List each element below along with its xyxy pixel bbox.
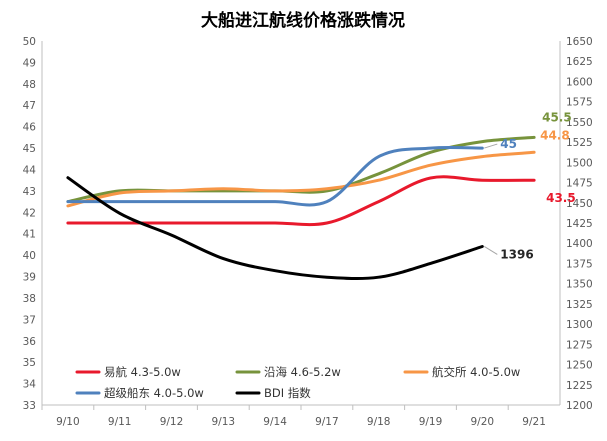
x-tick-label: 9/11 [108, 416, 132, 428]
x-tick-label: 9/19 [419, 416, 443, 428]
x-tick-label: 9/14 [263, 416, 287, 428]
y-right-tick-label: 1200 [566, 400, 593, 412]
x-tick-label: 9/10 [56, 416, 80, 428]
series-end-label-4: 1396 [500, 247, 533, 261]
series-end-label-2: 44.8 [540, 128, 570, 142]
y-right-tick-label: 1500 [566, 157, 593, 169]
x-tick-label: 9/12 [160, 416, 184, 428]
y-left-tick-label: 48 [23, 79, 36, 91]
x-tick-label: 9/17 [315, 416, 339, 428]
y-left-tick-label: 36 [23, 336, 37, 348]
y-right-tick-label: 1550 [566, 117, 593, 129]
y-right-tick-label: 1250 [566, 360, 593, 372]
x-tick-label: 9/20 [471, 416, 495, 428]
y-right-tick-label: 1325 [566, 299, 593, 311]
y-left-tick-label: 38 [23, 293, 36, 305]
y-right-tick-label: 1400 [566, 238, 593, 250]
legend-label-1: 沿海 4.6-5.2w [264, 365, 341, 379]
x-tick-label: 9/13 [212, 416, 236, 428]
y-left-tick-label: 33 [23, 400, 36, 412]
y-left-tick-label: 42 [23, 207, 36, 219]
y-left-tick-label: 50 [23, 36, 36, 48]
y-right-tick-label: 1600 [566, 76, 593, 88]
legend-label-0: 易航 4.3-5.0w [104, 365, 181, 379]
y-left-tick-label: 46 [23, 122, 37, 134]
y-left-tick-label: 41 [23, 229, 36, 241]
y-right-tick-label: 1475 [566, 178, 593, 190]
y-left-tick-label: 40 [23, 250, 36, 262]
x-tick-label: 9/21 [522, 416, 546, 428]
label-leader-line [484, 246, 498, 255]
y-left-tick-label: 37 [23, 314, 36, 326]
legend-label-3: 超级船东 4.0-5.0w [104, 386, 204, 400]
y-right-tick-label: 1525 [566, 137, 593, 149]
y-right-tick-label: 1625 [566, 56, 593, 68]
y-right-tick-label: 1450 [566, 198, 593, 210]
x-tick-label: 9/18 [367, 416, 391, 428]
chart-title: 大船进江航线价格涨跌情况 [201, 10, 405, 31]
series-end-label-0: 43.5 [546, 191, 576, 205]
y-left-tick-label: 47 [23, 100, 36, 112]
y-right-tick-label: 1275 [566, 339, 593, 351]
y-right-tick-label: 1425 [566, 218, 593, 230]
series-end-label-1: 45.5 [542, 110, 572, 124]
y-right-tick-label: 1225 [566, 380, 593, 392]
y-right-tick-label: 1300 [566, 319, 593, 331]
series-line-0 [66, 175, 536, 227]
y-right-tick-label: 1375 [566, 258, 593, 270]
series-end-label-3: 45 [500, 137, 517, 151]
y-left-tick-label: 34 [23, 379, 37, 391]
y-left-tick-label: 49 [23, 57, 36, 69]
series-line-3 [66, 145, 484, 207]
series-line-2 [66, 150, 536, 208]
legend-label-2: 航交所 4.0-5.0w [432, 365, 520, 379]
y-left-tick-label: 39 [23, 272, 36, 284]
y-left-tick-label: 35 [23, 357, 36, 369]
y-left-tick-label: 44 [23, 164, 37, 176]
y-left-tick-label: 45 [23, 143, 36, 155]
series-line-4 [66, 176, 484, 281]
y-right-tick-label: 1575 [566, 97, 593, 109]
label-leader-line [484, 143, 498, 149]
legend-label-4: BDI 指数 [264, 386, 311, 400]
y-right-tick-label: 1650 [566, 36, 593, 48]
y-right-tick-label: 1350 [566, 279, 593, 291]
y-left-tick-label: 43 [23, 186, 36, 198]
